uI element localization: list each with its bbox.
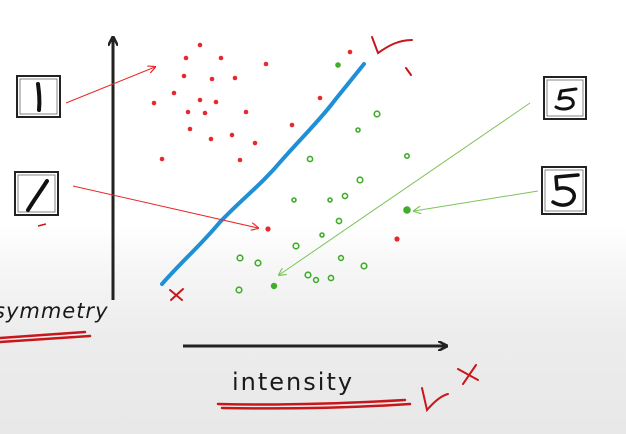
pointer-arrow-green-upper [279,102,531,275]
green-point [312,276,320,284]
red-point [213,99,219,105]
checkmark-top-right [371,36,413,55]
red-point [265,226,271,232]
pointer-arrow-red-lower [72,185,258,228]
green-point [327,274,335,282]
red-point [202,110,208,116]
green-point [373,110,381,118]
digit-thumbnail-5-upper [543,76,587,120]
red-point [209,76,215,82]
red-point [317,95,323,101]
red-point [252,140,258,146]
green-point [335,62,341,68]
green-point [254,259,262,267]
red-point [181,73,187,79]
green-point [403,206,411,214]
red-point [187,126,193,132]
red-point [263,61,269,67]
red-point [229,132,235,138]
digit-thumbnail-5-lower [541,166,587,215]
green-point [292,242,300,250]
green-point [341,192,349,200]
checkmark-bottom-right [421,387,449,413]
red-point [197,42,203,48]
green-point [337,254,345,262]
red-point [183,55,189,61]
red-annotations [0,36,479,413]
green-point [335,217,343,225]
red-points [151,42,400,242]
green-point [270,282,278,290]
red-point [347,49,353,55]
red-point [243,109,249,115]
digit-thumbnail-1-slanted [14,171,59,216]
underline-intensity [216,398,412,410]
green-point [319,232,325,238]
pointer-arrow-red-upper [65,67,155,104]
red-point [208,136,214,142]
red-point [232,75,238,81]
red-point [171,90,177,96]
green-point [306,155,314,163]
red-point [151,100,157,106]
green-point [355,127,361,133]
red-point [394,236,400,242]
red-point [185,109,191,115]
green-point [235,286,243,294]
underline-symmetry [0,330,92,344]
digit-thumbnail-1-upright [16,75,61,118]
x-axis-label: intensity [232,368,354,396]
red-point [237,157,243,163]
red-point [218,55,224,61]
green-point [356,176,364,184]
cross-mark-bottom-right [457,364,479,385]
green-points [235,62,411,294]
y-axis-label: symmetry [0,299,109,323]
green-point [291,197,297,203]
green-point [360,262,368,270]
green-point [304,271,312,279]
green-point [327,197,333,203]
red-point [159,156,165,162]
green-point [403,153,410,160]
green-point [236,254,244,262]
pointer-arrow-green-lower [414,190,539,211]
stray-mark [37,223,47,227]
red-point [197,97,203,103]
decision-boundary-line [160,62,366,286]
red-point [289,122,295,128]
cross-mark-bottom-left [169,288,184,301]
